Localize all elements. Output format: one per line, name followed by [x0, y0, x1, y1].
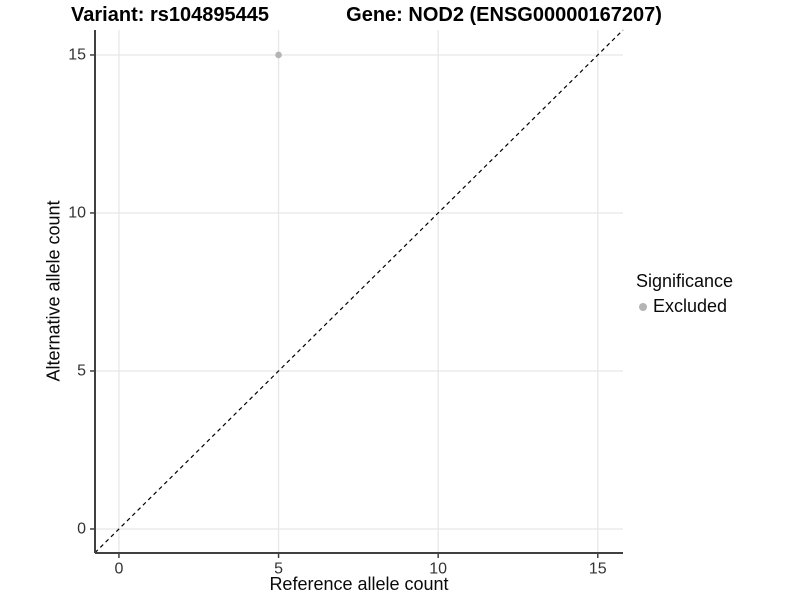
y-axis-title: Alternative allele count: [43, 200, 64, 382]
identity-dashed-line: [94, 29, 624, 554]
y-tick-label: 10: [68, 204, 86, 221]
plot-title-gene: Gene: NOD2 (ENSG00000167207): [346, 4, 662, 26]
x-tick-label: 10: [429, 560, 447, 577]
x-tick-label: 5: [274, 560, 283, 577]
legend-item-excluded: Excluded: [636, 296, 733, 317]
legend-key-dot-icon: [639, 302, 647, 311]
legend-title: Significance: [636, 271, 734, 291]
data-point: [275, 51, 282, 59]
x-tick-label: 15: [589, 560, 607, 577]
legend: Significance Excluded: [636, 271, 733, 317]
x-axis-title: Reference allele count: [269, 574, 449, 594]
plot-title-variant: Variant: rs104895445: [71, 4, 269, 26]
y-tick-label: 0: [77, 520, 86, 537]
y-tick-label: 5: [77, 362, 86, 379]
x-tick-label: 0: [114, 560, 123, 577]
y-tick-label: 15: [68, 46, 86, 63]
legend-item-label: Excluded: [653, 296, 728, 316]
